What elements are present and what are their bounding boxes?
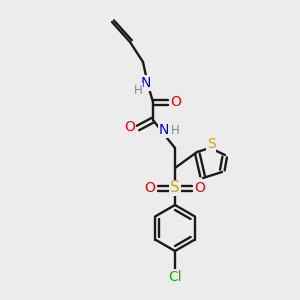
Text: O: O bbox=[171, 95, 182, 109]
Text: H: H bbox=[171, 124, 179, 136]
Text: S: S bbox=[207, 137, 215, 151]
Text: H: H bbox=[134, 83, 142, 97]
Text: N: N bbox=[159, 123, 169, 137]
Text: N: N bbox=[141, 76, 151, 90]
Text: S: S bbox=[170, 181, 180, 196]
Text: O: O bbox=[195, 181, 206, 195]
Text: O: O bbox=[124, 120, 135, 134]
Text: Cl: Cl bbox=[168, 270, 182, 284]
Text: O: O bbox=[145, 181, 155, 195]
